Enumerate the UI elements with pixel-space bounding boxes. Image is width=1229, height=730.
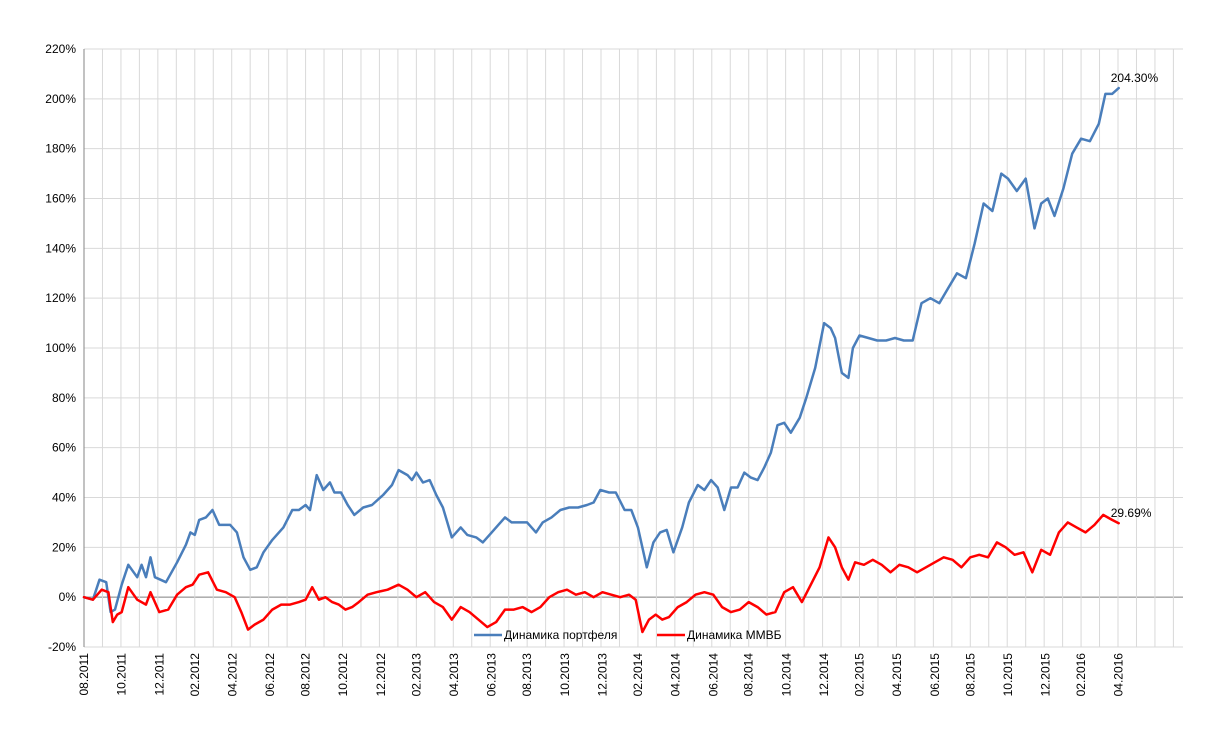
x-tick-label: 08.2014 xyxy=(742,653,756,697)
series-line-1 xyxy=(82,513,1120,634)
y-tick-label: 120% xyxy=(45,291,76,305)
y-tick-label: 40% xyxy=(52,491,76,505)
y-tick-label: 60% xyxy=(52,441,76,455)
y-tick-label: 220% xyxy=(45,42,76,56)
y-tick-label: 140% xyxy=(45,241,76,255)
y-tick-label: 100% xyxy=(45,341,76,355)
y-tick-label: 160% xyxy=(45,192,76,206)
x-tick-label: 04.2016 xyxy=(1112,653,1126,697)
x-tick-label: 08.2013 xyxy=(520,653,534,697)
x-tick-label: 04.2012 xyxy=(225,653,239,697)
x-tick-label: 10.2012 xyxy=(336,653,350,697)
grid-lines xyxy=(83,48,1183,648)
legend-label: Динамика портфеля xyxy=(504,628,617,642)
x-tick-label: 06.2012 xyxy=(263,653,277,697)
y-tick-label: 200% xyxy=(45,92,76,106)
x-tick-label: 08.2012 xyxy=(299,653,313,697)
x-tick-label: 10.2013 xyxy=(558,653,572,697)
x-tick-label: 08.2011 xyxy=(77,653,91,696)
legend-label: Динамика ММВБ xyxy=(687,628,782,642)
x-tick-label: 04.2015 xyxy=(890,653,904,697)
series-line-0 xyxy=(82,86,1120,614)
y-tick-label: 20% xyxy=(52,540,76,554)
labels: 204.30% 29.69% xyxy=(1111,71,1159,520)
y-tick-label: -20% xyxy=(48,640,76,654)
y-tick-label: 180% xyxy=(45,142,76,156)
x-tick-label: 02.2015 xyxy=(853,653,867,697)
series-end-label: 29.69% xyxy=(1111,506,1152,520)
x-tick-label: 10.2015 xyxy=(1001,653,1015,697)
x-tick-label: 06.2015 xyxy=(928,653,942,697)
x-tick-label: 10.2014 xyxy=(779,653,793,697)
x-tick-label: 12.2012 xyxy=(374,653,388,697)
x-tick-label: 04.2014 xyxy=(669,653,683,697)
x-tick-label: 12.2011 xyxy=(152,653,166,696)
y-tick-label: 80% xyxy=(52,391,76,405)
x-tick-label: 12.2013 xyxy=(595,653,609,697)
x-tick-label: 10.2011 xyxy=(115,653,129,696)
axes: 220% 200% 180% 160% 140% 120% 100% 80% 60% 40% 20%… xyxy=(45,42,1125,696)
x-tick-label: 02.2014 xyxy=(631,653,645,697)
x-tick-label: 02.2016 xyxy=(1074,653,1088,697)
x-tick-label: 02.2013 xyxy=(409,653,423,697)
x-tick-label: 12.2014 xyxy=(817,653,831,697)
x-tick-label: 04.2013 xyxy=(447,653,461,697)
series-lines xyxy=(82,86,1120,634)
x-tick-label: 06.2014 xyxy=(706,653,720,697)
y-tick-label: 0% xyxy=(59,590,77,604)
x-tick-label: 08.2015 xyxy=(963,653,977,697)
x-tick-label: 02.2012 xyxy=(188,653,202,697)
legend: Динамика портфеля Динамика ММВБ xyxy=(474,628,782,642)
series-end-label: 204.30% xyxy=(1111,71,1159,85)
x-tick-label: 06.2013 xyxy=(485,653,499,697)
x-tick-label: 12.2015 xyxy=(1039,653,1053,697)
